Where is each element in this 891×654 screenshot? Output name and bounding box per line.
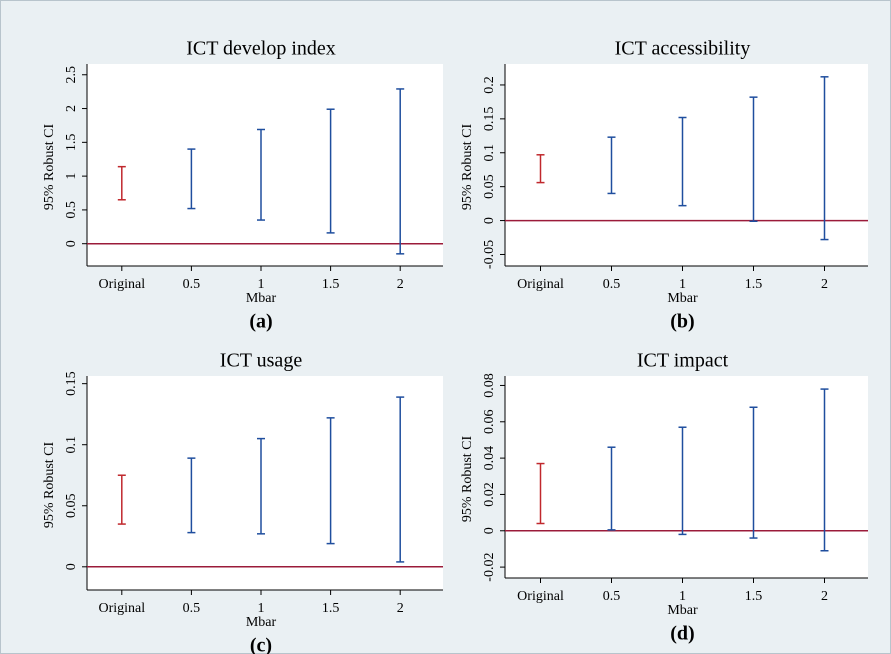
- y-tick-label: 0.1: [64, 436, 79, 454]
- x-tick-label: 1.5: [745, 589, 763, 604]
- x-tick-label: 1.5: [745, 277, 763, 292]
- caption: (a): [249, 311, 272, 333]
- y-tick-label: 0: [482, 217, 497, 224]
- x-axis-label: Mbar: [246, 291, 277, 306]
- x-tick-label: 2: [821, 589, 828, 604]
- y-tick-label: 0: [482, 527, 497, 534]
- x-tick-label: 0.5: [183, 601, 201, 616]
- plot-area: [505, 376, 868, 578]
- x-tick-label: 0.5: [603, 589, 621, 604]
- y-tick-label: 0.04: [482, 446, 497, 471]
- y-tick-label: 2: [64, 105, 79, 112]
- x-tick-label: Original: [98, 601, 145, 616]
- y-tick-label: -0.02: [482, 553, 497, 582]
- chart-title: ICT usage: [220, 350, 303, 372]
- x-tick-label: 1: [258, 277, 265, 292]
- x-tick-label: 1.5: [322, 601, 340, 616]
- y-tick-label: 0: [64, 240, 79, 247]
- caption: (c): [250, 635, 272, 654]
- x-tick-label: Original: [517, 277, 564, 292]
- y-tick-label: 0: [64, 563, 79, 570]
- y-axis-label: 95% Robust CI: [460, 123, 475, 210]
- y-tick-label: 1: [64, 173, 79, 180]
- y-tick-label: 0.5: [64, 201, 79, 219]
- chart-title: ICT accessibility: [615, 38, 751, 60]
- chart-title: ICT impact: [637, 350, 729, 372]
- x-tick-label: 0.5: [603, 277, 621, 292]
- y-tick-label: 0.15: [482, 107, 497, 132]
- chart-title: ICT develop index: [186, 38, 336, 60]
- y-tick-label: 0.05: [64, 494, 79, 519]
- x-tick-label: 2: [821, 277, 828, 292]
- y-axis-label: 95% Robust CI: [460, 435, 475, 522]
- y-tick-label: 0.08: [482, 373, 497, 398]
- plot-area: [505, 64, 868, 266]
- x-axis-label: Mbar: [667, 603, 698, 618]
- x-axis-label: Mbar: [667, 291, 698, 306]
- x-tick-label: Original: [517, 589, 564, 604]
- plot-area: [87, 376, 443, 590]
- x-tick-label: Original: [98, 277, 145, 292]
- y-tick-label: 2.5: [64, 66, 79, 84]
- x-tick-label: 0.5: [183, 277, 201, 292]
- y-tick-label: -0.05: [482, 240, 497, 269]
- y-tick-label: 0.02: [482, 482, 497, 507]
- x-tick-label: 1.5: [322, 277, 340, 292]
- y-tick-label: 0.1: [482, 144, 497, 162]
- x-tick-label: 2: [397, 277, 404, 292]
- y-tick-label: 0.15: [64, 371, 79, 396]
- caption: (d): [670, 623, 694, 645]
- x-tick-label: 1: [258, 601, 265, 616]
- y-axis-label: 95% Robust CI: [42, 441, 57, 528]
- y-tick-label: 0.05: [482, 174, 497, 199]
- y-tick-label: 1.5: [64, 134, 79, 152]
- x-axis-label: Mbar: [246, 615, 277, 630]
- y-tick-label: 0.06: [482, 410, 497, 435]
- x-tick-label: 1: [679, 589, 686, 604]
- x-tick-label: 1: [679, 277, 686, 292]
- y-axis-label: 95% Robust CI: [42, 123, 57, 210]
- y-tick-label: 0.2: [482, 76, 497, 94]
- plot-area: [87, 64, 443, 266]
- x-tick-label: 2: [397, 601, 404, 616]
- caption: (b): [670, 311, 694, 333]
